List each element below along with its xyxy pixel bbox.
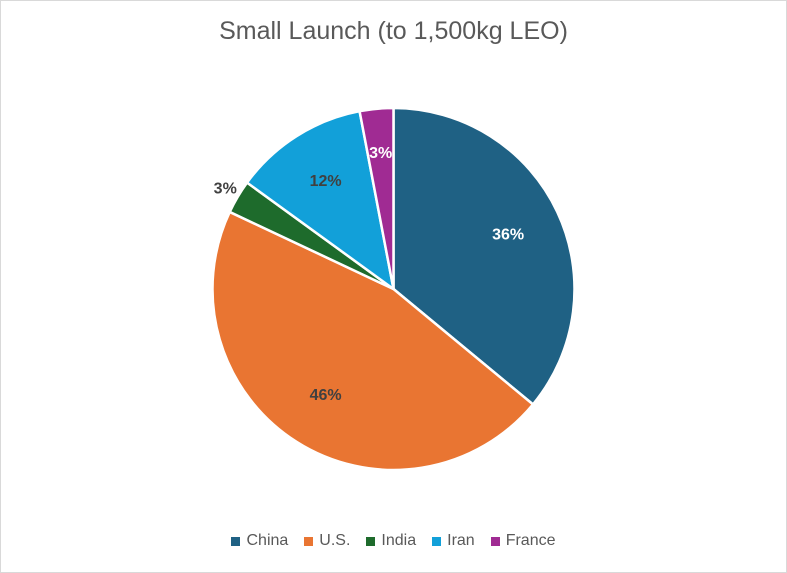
legend-item-iran: Iran bbox=[432, 532, 475, 550]
pie-labels: 36% 46% 3% 12% 3% bbox=[214, 145, 524, 404]
legend-swatch bbox=[432, 536, 442, 546]
legend-item-france: France bbox=[490, 532, 556, 550]
chart-legend: China U.S. India Iran France bbox=[0, 532, 787, 550]
legend-item-china: China bbox=[231, 532, 288, 550]
data-label-china: 36% bbox=[492, 226, 524, 243]
pie-slices bbox=[211, 106, 576, 472]
data-label-france: 3% bbox=[369, 145, 392, 162]
pie-slice-china bbox=[392, 106, 576, 406]
data-label-us: 46% bbox=[310, 387, 342, 404]
legend-item-us: U.S. bbox=[304, 532, 350, 550]
legend-label: U.S. bbox=[319, 532, 351, 549]
chart-title: Small Launch (to 1,500kg LEO) bbox=[219, 17, 568, 45]
pie-slice-us bbox=[211, 210, 535, 472]
legend-label: Iran bbox=[447, 532, 475, 549]
legend-swatch bbox=[490, 536, 500, 546]
legend-swatch bbox=[304, 536, 314, 546]
pie-slice-iran bbox=[245, 109, 395, 291]
pie-slice-france bbox=[358, 106, 395, 291]
legend-item-india: India bbox=[366, 532, 416, 550]
legend-label: China bbox=[246, 532, 289, 549]
legend-label: India bbox=[381, 532, 417, 549]
data-label-iran: 12% bbox=[310, 173, 342, 190]
legend-swatch bbox=[231, 536, 241, 546]
data-label-india: 3% bbox=[214, 181, 237, 198]
legend-label: France bbox=[505, 532, 556, 549]
legend-swatch bbox=[366, 536, 376, 546]
